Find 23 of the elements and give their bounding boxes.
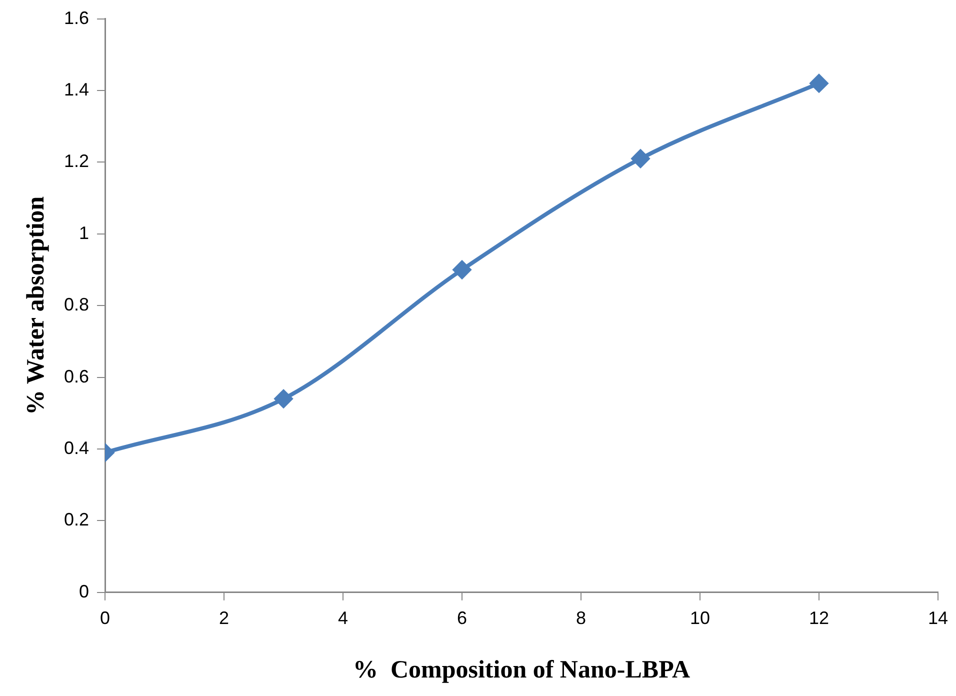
x-tick-label: 10 (690, 608, 710, 628)
x-tick-label: 14 (928, 608, 948, 628)
x-axis-title: % Composition of Nano-LBPA (352, 656, 690, 684)
x-tick-label: 12 (808, 608, 830, 628)
point (632, 150, 650, 168)
y-axis-title: % Water absorption (22, 196, 50, 415)
point (453, 260, 472, 279)
y-tick-label: 0.8 (64, 294, 90, 315)
y-tick-label: 0.2 (64, 510, 90, 530)
x-tick-label: 0 (100, 608, 110, 628)
point (274, 390, 293, 408)
y-tick-label: 1.4 (64, 79, 90, 100)
x-tick-label: 8 (576, 608, 586, 628)
y-tick-label: 0.6 (64, 366, 90, 386)
x-tick-label: 2 (219, 608, 230, 628)
x-tick-label: 6 (457, 608, 468, 628)
y-tick-label: 0.4 (64, 438, 90, 458)
y-tick-label: 0 (79, 581, 90, 602)
point (810, 74, 828, 92)
y-tick-label: 1 (79, 222, 90, 243)
y-tick-label: 1.2 (64, 151, 90, 172)
y-tick-label: 1.6 (64, 8, 90, 28)
x-tick-label: 4 (338, 608, 348, 628)
